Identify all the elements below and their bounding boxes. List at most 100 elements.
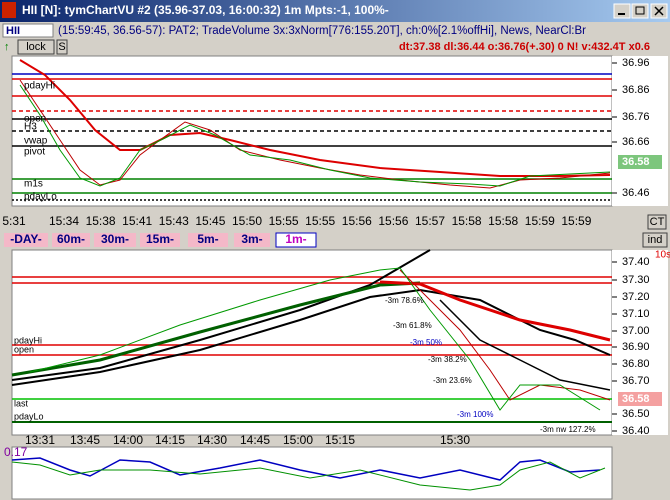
time-label: 15:38 (86, 214, 116, 228)
level-label: pivot (24, 147, 45, 158)
timeframe-tab[interactable] (52, 233, 90, 247)
bottom-price-lines (11, 249, 611, 411)
price-label: 36.70 (622, 375, 650, 387)
window-buttons[interactable] (613, 3, 668, 19)
symbol: HII (6, 25, 20, 37)
fib-label: -3m 100% (457, 410, 493, 419)
time-label: 14:30 (197, 433, 227, 447)
level-label: last (14, 398, 29, 408)
price-label: 36.76 (622, 111, 650, 123)
app-icon (2, 2, 16, 18)
ind-label: ind (648, 234, 663, 246)
time-label: 15:55 (305, 214, 335, 228)
s-label: S (58, 41, 65, 53)
interval: 10s (655, 250, 670, 261)
ct-button[interactable] (647, 214, 667, 230)
time-label: 15:59 (561, 214, 591, 228)
tab-label: 30m- (101, 232, 129, 246)
timeframe-tab[interactable] (234, 233, 270, 247)
tab-label: 5m- (197, 232, 218, 246)
title-bar (0, 0, 670, 22)
time-label: 15:59 (525, 214, 555, 228)
timeframe-tab[interactable] (140, 233, 180, 247)
time-label: 15:45 (195, 214, 225, 228)
timeframe-tab[interactable] (4, 233, 48, 247)
level-label: pdayHi (24, 81, 55, 92)
top-levels (12, 73, 612, 201)
lock-label: lock (26, 41, 46, 53)
top-axis (612, 56, 668, 206)
level-label: H3 (24, 122, 37, 133)
level-label: pdayHi (14, 335, 42, 345)
fib-label: -3m 50% (410, 338, 442, 347)
stats: dt:37.38 dl:36.44 o:36.76(+.30) 0 N! v:4… (399, 41, 650, 53)
time-label: 14:00 (113, 433, 143, 447)
last-price: 36.58 (622, 156, 650, 168)
time-label: 15:55 (269, 214, 299, 228)
price-label: 36.66 (622, 136, 650, 148)
level-label: vwap (24, 136, 48, 147)
price-label: 36.90 (622, 341, 650, 353)
price-label: 36.40 (622, 425, 650, 437)
level-label: pdayLo (14, 411, 44, 421)
time-label: 15:58 (488, 214, 518, 228)
ind-button[interactable] (642, 232, 668, 248)
time-label: 13:31 (25, 433, 55, 447)
bottom-levels (12, 276, 612, 423)
ct-label: CT (650, 216, 665, 228)
time-label: 15:58 (452, 214, 482, 228)
indicator-value: 0.17 (4, 445, 28, 459)
fib-label: -3m 61.8% (393, 321, 432, 330)
time-label: 15:43 (159, 214, 189, 228)
time-label: 15:15 (325, 433, 355, 447)
price-label: 37.40 (622, 256, 650, 268)
last-price-box (618, 155, 662, 169)
time-label: 15:56 (342, 214, 372, 228)
price-label: 36.80 (622, 358, 650, 370)
status: (15:59:45, 36.56-57): PAT2; TradeVolume … (58, 25, 586, 37)
last-price-box (618, 392, 662, 406)
tab-label: 15m- (146, 232, 174, 246)
price-label: 37.30 (622, 274, 650, 286)
tab-label: 1m- (285, 232, 306, 246)
fib-label: -3m 23.6% (433, 376, 472, 385)
timeframe-tab[interactable] (275, 232, 317, 248)
indicator-lines (11, 457, 606, 491)
bottom-plot (11, 249, 613, 436)
symbol-box[interactable] (2, 23, 54, 38)
price-label: 36.86 (622, 84, 650, 96)
price-label: 37.00 (622, 325, 650, 337)
time-label: 15:50 (232, 214, 262, 228)
price-label: 36.46 (622, 187, 650, 199)
time-label: 5:31 (2, 214, 26, 228)
price-label: 36.96 (622, 57, 650, 69)
lock-button[interactable] (17, 39, 55, 55)
time-label: 15:30 (440, 433, 470, 447)
price-label: 37.20 (622, 291, 650, 303)
time-label: 13:45 (70, 433, 100, 447)
window-title: HII [N]: tymChartVU #2 (35.96-37.03, 16:… (22, 3, 389, 17)
level-label: open (24, 114, 46, 125)
last-price: 36.58 (622, 393, 650, 405)
timeframe-tab[interactable] (94, 233, 136, 247)
fib-label: -3m nw 127.2% (540, 425, 596, 434)
s-button[interactable] (56, 39, 68, 55)
top-price-lines (19, 59, 611, 189)
time-label: 15:57 (415, 214, 445, 228)
up-arrow: ↑ (4, 41, 10, 53)
price-label: 37.10 (622, 308, 650, 320)
tab-label: -DAY- (10, 232, 42, 246)
price-label: 36.50 (622, 408, 650, 420)
time-label: 14:45 (240, 433, 270, 447)
level-label: open (14, 344, 34, 354)
level-label: pdayLo (24, 192, 57, 203)
time-label: 15:00 (283, 433, 313, 447)
level-label: m1s (24, 179, 43, 190)
time-label: 14:15 (155, 433, 185, 447)
time-label: 15:34 (49, 214, 79, 228)
tab-label: 3m- (241, 232, 262, 246)
timeframe-tab[interactable] (188, 233, 228, 247)
